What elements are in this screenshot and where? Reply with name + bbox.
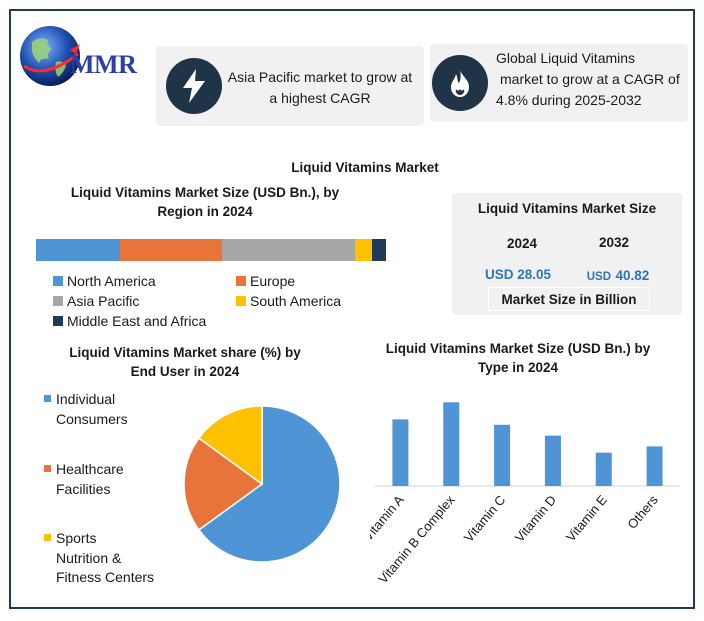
legend-swatch <box>44 534 51 541</box>
flame-icon <box>432 55 488 111</box>
legend-swatch <box>53 316 63 326</box>
legend-label: Consumers <box>56 410 128 427</box>
bar-vitamin-b-complex <box>443 402 460 486</box>
region-segment-middle-east-and-africa <box>372 239 386 261</box>
main-title: Liquid Vitamins Market <box>291 160 439 175</box>
region-legend-item-middle-east-and-africa: Middle East and Africa <box>53 313 206 329</box>
pie-slice-individual-consumers <box>197 405 341 563</box>
legend-label: North America <box>67 273 156 289</box>
value-2032: USD 40.82 <box>586 268 650 283</box>
value-2024: USD 28.05 <box>484 267 552 282</box>
end-user-chart-title: Liquid Vitamins Market share (%) by End … <box>69 345 301 379</box>
region-segment-south-america <box>354 239 372 261</box>
x-tick-label-vitamin-d: Vitamin D <box>512 492 560 545</box>
legend-swatch <box>53 296 63 306</box>
x-tick-label-others: Others <box>624 492 661 532</box>
legend-label: Nutrition & <box>56 549 122 566</box>
x-tick-label-vitamin-c: Vitamin C <box>461 492 509 545</box>
lightning-icon <box>166 58 222 114</box>
type-chart-title: Liquid Vitamins Market Size (USD Bn.) by… <box>385 341 651 375</box>
region-legend-item-south-america: South America <box>236 293 341 309</box>
legend-label: Healthcare <box>56 461 124 477</box>
region-legend-item-europe: Europe <box>236 273 295 289</box>
market-size-box: Liquid Vitamins Market Size 2024 2032 US… <box>452 193 682 315</box>
bar-vitamin-c <box>494 424 511 486</box>
kpi-text-cagr: Global Liquid Vitamins market to grow at… <box>496 50 680 108</box>
legend-label: Europe <box>250 273 296 289</box>
globe-icon <box>20 26 80 86</box>
bar-vitamin-a <box>392 419 409 486</box>
legend-label: Middle East and Africa <box>67 313 207 329</box>
x-tick-label-vitamin-a: Vitamin A <box>370 492 407 544</box>
region-segment-europe <box>120 239 222 261</box>
legend-label: South America <box>250 293 342 309</box>
kpi-card-asia-pacific: Asia Pacific market to grow at a highest… <box>156 46 424 126</box>
legend-label: Sports <box>56 530 97 546</box>
legend-swatch <box>53 276 63 286</box>
end-user-pie-chart <box>183 405 341 563</box>
legend-label: Facilities <box>56 480 111 497</box>
region-stacked-bar <box>36 239 386 261</box>
end-user-legend-item-sports-nutrition-fitness-centers: Sports Nutrition & Fitness Centers <box>44 529 155 588</box>
bar-vitamin-e <box>595 452 612 486</box>
x-tick-label-vitamin-e: Vitamin E <box>563 492 610 544</box>
market-size-unit: Market Size in Billion <box>488 287 650 311</box>
region-segment-asia-pacific <box>221 239 355 261</box>
logo-text: MMR <box>70 50 137 79</box>
year-2032-label: 2032 <box>598 235 630 250</box>
legend-label: Fitness Centers <box>56 569 155 585</box>
legend-swatch <box>44 395 51 402</box>
year-2024-label: 2024 <box>506 236 538 251</box>
pie-slice-healthcare-facilities <box>183 437 264 531</box>
end-user-legend-item-individual-consumers: Individual Consumers <box>44 390 128 429</box>
region-chart-title: Liquid Vitamins Market Size (USD Bn.), b… <box>70 185 340 219</box>
legend-swatch <box>44 465 51 472</box>
kpi-card-cagr: Global Liquid Vitamins market to grow at… <box>430 44 688 122</box>
bar-vitamin-d <box>544 435 561 486</box>
end-user-legend-item-healthcare-facilities: Healthcare Facilities <box>44 460 124 499</box>
market-size-title: Liquid Vitamins Market Size <box>477 201 657 216</box>
legend-swatch <box>236 296 246 306</box>
kpi-text-asia-pacific: Asia Pacific market to grow at a highest… <box>227 69 413 106</box>
mmr-logo: MMR <box>18 20 148 94</box>
region-legend-item-asia-pacific: Asia Pacific <box>53 293 139 309</box>
legend-swatch <box>236 276 246 286</box>
pie-slice-sports-nutrition-fitness-centers <box>197 405 263 486</box>
region-segment-north-america <box>36 239 120 261</box>
bar-others <box>646 446 663 486</box>
legend-label: Individual <box>56 391 116 407</box>
region-legend-item-north-america: North America <box>53 273 156 289</box>
legend-label: Asia Pacific <box>67 293 140 309</box>
